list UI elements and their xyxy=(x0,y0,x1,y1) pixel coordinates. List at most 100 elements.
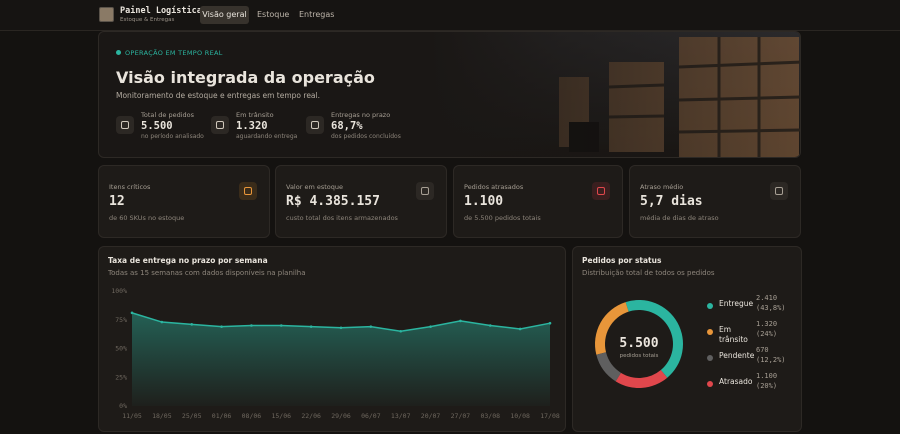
kpi-label: Atraso médio xyxy=(640,183,684,191)
icon xyxy=(306,116,324,134)
area xyxy=(132,312,550,406)
x-tick-label: 01/06 xyxy=(212,412,232,420)
hero-title: Visão integrada da operação xyxy=(116,68,375,87)
nav-tab-active[interactable]: Visão geral xyxy=(200,6,249,24)
kpi-value: 1.100 xyxy=(464,194,504,209)
x-tick-label: 18/05 xyxy=(152,412,172,420)
icon xyxy=(239,182,257,200)
stat-note: dos pedidos concluídos xyxy=(331,133,401,140)
point xyxy=(369,325,373,328)
x-tick-label: 11/05 xyxy=(122,412,142,420)
nav-tab[interactable]: Entregas xyxy=(299,10,335,19)
stat-value: 68,7% xyxy=(331,120,363,132)
hero-image xyxy=(429,32,800,157)
kpi-label: Valor em estoque xyxy=(286,183,343,191)
live-dot xyxy=(116,50,121,55)
hero-badge: OPERAÇÃO EM TEMPO REAL xyxy=(125,49,223,57)
kpi-card: Pedidos atrasados 1.100 de 5.500 pedidos t… xyxy=(453,165,623,238)
legend-dot xyxy=(707,381,713,387)
legend-name: Entregue xyxy=(719,299,754,308)
donut-slice xyxy=(595,302,629,355)
point xyxy=(160,320,164,324)
line-chart-card: Taxa de entrega no prazo por semana Toda… xyxy=(98,246,566,432)
point xyxy=(190,323,194,326)
point xyxy=(130,311,134,315)
legend-share: (20%) xyxy=(756,382,778,390)
donut-slice xyxy=(625,300,683,378)
legend-value: 1.320 xyxy=(756,320,778,328)
icon-glyph xyxy=(244,187,252,195)
icon xyxy=(770,182,788,200)
point xyxy=(220,325,223,328)
legend-dot xyxy=(707,303,713,309)
legend-share: (12,2%) xyxy=(756,356,786,364)
hero-subtitle: Monitoramento de estoque e entregas em t… xyxy=(116,91,320,100)
y-tick-label: 50% xyxy=(115,345,127,353)
kpi-value: 5,7 dias xyxy=(640,194,703,209)
app-subtitle: Estoque & Entregas xyxy=(120,17,175,23)
x-tick-label: 22/06 xyxy=(301,412,321,420)
point xyxy=(399,329,403,333)
chart-subtitle: Distribuição total de todos os pedidos xyxy=(582,269,715,277)
chart-title: Taxa de entrega no prazo por semana xyxy=(108,256,268,265)
line-chart: 0% 25% 50% 75% 100% 11/05 18/05 25/05 01/06 08/06… xyxy=(111,287,560,420)
x-tick-label: 06/07 xyxy=(361,412,381,420)
x-tick-label: 29/06 xyxy=(331,412,351,420)
point xyxy=(339,326,343,330)
stat-label: Entregas no prazo xyxy=(331,111,391,119)
icon xyxy=(116,116,134,134)
kpi-label: Pedidos atrasados xyxy=(464,183,524,191)
point xyxy=(548,321,552,325)
chart-subtitle: Todas as 15 semanas com dados disponívei… xyxy=(108,269,306,277)
legend-value: 1.100 xyxy=(756,372,778,380)
donut-slice xyxy=(596,352,621,382)
icon xyxy=(592,182,610,200)
donut-chart: 5.500 pedidos totais xyxy=(595,300,683,388)
top-bar: Painel Logística Estoque & Entregas Visã… xyxy=(0,0,900,31)
donut-total: 5.500 xyxy=(619,336,658,351)
legend-share: (43,8%) xyxy=(756,304,786,312)
x-tick-label: 08/06 xyxy=(242,412,262,420)
point xyxy=(518,327,522,331)
legend-name: Pendente xyxy=(719,351,755,360)
icon-glyph xyxy=(216,121,224,129)
point xyxy=(459,319,462,323)
y-tick-label: 25% xyxy=(115,373,127,381)
icon xyxy=(416,182,434,200)
legend-name: Em trânsito xyxy=(719,325,748,344)
icon-glyph xyxy=(421,187,429,195)
y-tick-label: 100% xyxy=(111,287,127,295)
stat-value: 1.320 xyxy=(236,120,268,132)
stat-note: no período analisado xyxy=(141,133,204,140)
kpi-card: Itens críticos 12 de 60 SKUs no estoque xyxy=(98,165,270,238)
x-tick-label: 27/07 xyxy=(451,412,471,420)
legend-dot xyxy=(707,355,713,361)
point xyxy=(309,325,313,328)
chart-title: Pedidos por status xyxy=(582,256,662,265)
icon-glyph xyxy=(775,187,783,195)
x-tick-label: 10/08 xyxy=(510,412,530,420)
x-tick-label: 17/08 xyxy=(540,412,560,420)
legend-value: 2.410 xyxy=(756,294,778,302)
point xyxy=(279,324,283,327)
kpi-note: custo total dos itens armazenados xyxy=(286,214,398,222)
icon xyxy=(211,116,229,134)
kpi-note: de 60 SKUs no estoque xyxy=(109,214,185,222)
point xyxy=(488,324,492,327)
kpi-label: Itens críticos xyxy=(109,183,151,191)
x-tick-label: 15/06 xyxy=(271,412,291,420)
stat-note: aguardando entrega xyxy=(236,133,298,140)
kpi-note: de 5.500 pedidos totais xyxy=(464,214,541,222)
point xyxy=(429,325,432,328)
icon-glyph xyxy=(597,187,605,195)
logo xyxy=(99,7,114,22)
stat-label: Em trânsito xyxy=(236,111,274,119)
status-card: Pedidos por status Distribuição total de… xyxy=(572,246,802,432)
y-tick-label: 75% xyxy=(115,316,127,324)
stat-value: 5.500 xyxy=(141,120,173,132)
x-tick-label: 03/08 xyxy=(480,412,500,420)
kpi-note: média de dias de atraso xyxy=(640,214,719,222)
app-title: Painel Logística xyxy=(120,6,202,16)
nav-tab[interactable]: Estoque xyxy=(257,10,290,19)
